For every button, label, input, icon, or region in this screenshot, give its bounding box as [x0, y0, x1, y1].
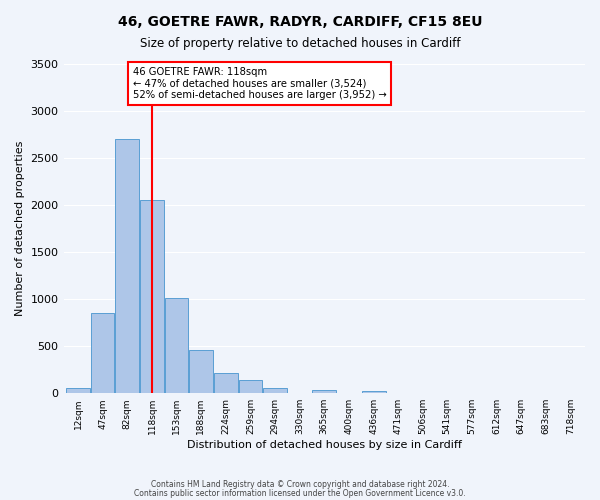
Text: Contains HM Land Registry data © Crown copyright and database right 2024.: Contains HM Land Registry data © Crown c…	[151, 480, 449, 489]
X-axis label: Distribution of detached houses by size in Cardiff: Distribution of detached houses by size …	[187, 440, 462, 450]
Bar	[140, 200, 164, 393]
Bar	[239, 380, 262, 393]
Text: Size of property relative to detached houses in Cardiff: Size of property relative to detached ho…	[140, 38, 460, 51]
Bar	[214, 374, 238, 393]
Bar	[67, 388, 90, 393]
Bar	[164, 298, 188, 393]
Bar	[115, 139, 139, 393]
Text: 46 GOETRE FAWR: 118sqm
← 47% of detached houses are smaller (3,524)
52% of semi-: 46 GOETRE FAWR: 118sqm ← 47% of detached…	[133, 67, 386, 100]
Bar	[91, 314, 115, 393]
Text: 46, GOETRE FAWR, RADYR, CARDIFF, CF15 8EU: 46, GOETRE FAWR, RADYR, CARDIFF, CF15 8E…	[118, 15, 482, 29]
Bar	[313, 390, 336, 393]
Bar	[189, 350, 213, 393]
Bar	[362, 391, 386, 393]
Text: Contains public sector information licensed under the Open Government Licence v3: Contains public sector information licen…	[134, 488, 466, 498]
Bar	[263, 388, 287, 393]
Y-axis label: Number of detached properties: Number of detached properties	[15, 141, 25, 316]
